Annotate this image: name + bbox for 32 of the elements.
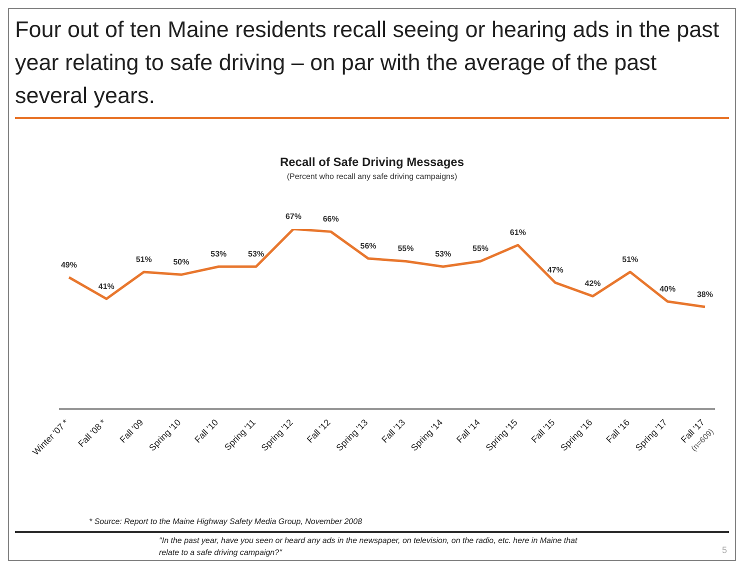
data-label: 49% bbox=[60, 260, 78, 270]
x-tick-label: Fall '12 bbox=[304, 417, 332, 445]
x-tick-label: Fall '15 bbox=[529, 417, 557, 445]
data-label: 66% bbox=[322, 214, 339, 224]
x-tick-label: Fall '09 bbox=[118, 417, 146, 445]
data-label: 40% bbox=[660, 284, 676, 294]
data-label: 38% bbox=[696, 290, 714, 299]
text: * Source: Report to the Maine Highway Safety Media Group, November 2008 bbox=[89, 517, 362, 526]
data-label: 50% bbox=[173, 258, 190, 267]
data-label: 55% bbox=[398, 244, 414, 254]
data-label: 51% bbox=[136, 254, 152, 264]
data-label: 41% bbox=[98, 282, 114, 291]
data-label: 61% bbox=[510, 228, 526, 238]
x-tick-label: Fall '14 bbox=[454, 417, 482, 445]
chart-subtitle: Recall of Safe Driving Messages bbox=[278, 155, 466, 169]
data-label: 53% bbox=[248, 250, 264, 259]
text: 5 bbox=[722, 545, 727, 555]
x-tick-label: Fall '10 bbox=[192, 417, 220, 445]
data-label: 53% bbox=[210, 250, 227, 259]
data-label: 67% bbox=[285, 212, 302, 221]
data-label: 56% bbox=[360, 242, 376, 251]
data-label: 53% bbox=[435, 250, 452, 259]
chart-title: Four out of ten Maine residents recall seeing or hearing ads in the past year relating to safe driving – on par with the average of the past several years. bbox=[15, 16, 720, 110]
data-label: 51% bbox=[622, 254, 638, 264]
data-label: 42% bbox=[584, 279, 601, 288]
data-label: 55% bbox=[472, 244, 489, 254]
data-label: 47% bbox=[547, 266, 564, 275]
text: "In the past year, have you seen or heard any ads in the newspaper, on television, on the radio, etc. here in Maine that relate to a safe driving campaign?" bbox=[159, 535, 578, 559]
text: (Percent who recall any safe driving campaigns) bbox=[286, 172, 458, 181]
x-tick-label: Fall '16 bbox=[604, 417, 632, 445]
x-tick-label: Fall '13 bbox=[380, 417, 408, 445]
x-tick-label: Fall '08 * bbox=[76, 416, 108, 449]
